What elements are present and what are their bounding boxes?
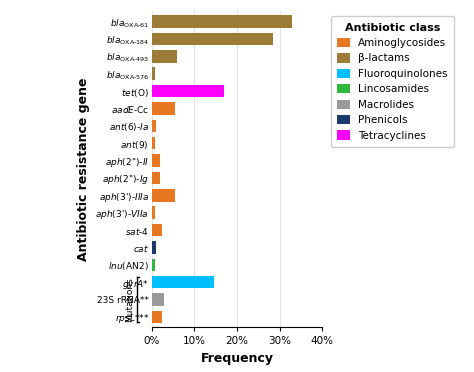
Bar (152, 224, 162, 236)
Bar (152, 311, 162, 323)
Bar (152, 33, 273, 45)
Bar (152, 154, 160, 167)
X-axis label: Frequency: Frequency (201, 352, 273, 365)
Text: Mutations: Mutations (126, 277, 135, 322)
Bar (152, 293, 164, 306)
Bar (152, 206, 155, 219)
Bar (152, 102, 175, 115)
Legend: Aminoglycosides, β-lactams, Fluoroquinolones, Lincosamides, Macrolides, Phenicol: Aminoglycosides, β-lactams, Fluoroquinol… (331, 16, 454, 147)
Bar (152, 85, 224, 97)
Bar (152, 172, 160, 184)
Y-axis label: Antibiotic resistance gene: Antibiotic resistance gene (77, 77, 90, 261)
Bar (152, 189, 175, 202)
Bar (152, 241, 156, 254)
Bar (152, 276, 213, 288)
Bar (152, 15, 292, 28)
Bar (152, 119, 156, 132)
Bar (152, 137, 155, 150)
Bar (152, 259, 155, 271)
Bar (152, 67, 155, 80)
Bar (152, 50, 177, 62)
